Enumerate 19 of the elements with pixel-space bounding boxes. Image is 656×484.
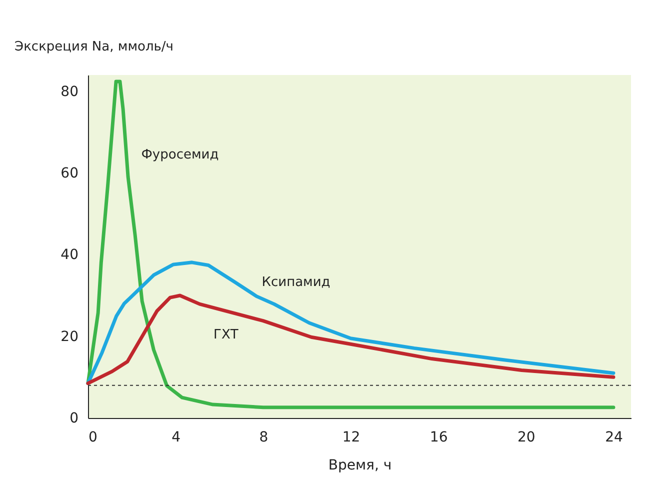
x-axis-title: Время, ч [328,458,392,474]
series-label: ГХТ [214,327,238,342]
series-label: Ксипамид [262,275,330,290]
line-series [86,294,616,386]
x-tick-label: 16 [430,430,448,446]
x-tick-label: 12 [342,430,360,446]
line-series [86,80,616,410]
y-tick-label: 20 [60,328,78,345]
y-tick-label: 0 [70,410,78,426]
y-axis-title: Экскреция Na, ммоль/ч [14,40,174,54]
y-tick-label: 80 [60,84,78,100]
y-tick-label: 40 [60,247,78,264]
x-tick-label: 4 [172,430,181,446]
series-label: Фуросемид [141,148,219,163]
y-tick-label: 60 [60,166,78,182]
x-tick-label: 0 [88,430,98,446]
x-tick-label: 24 [605,430,623,446]
x-tick-label: 20 [517,430,536,446]
x-tick-label: 8 [259,430,268,446]
